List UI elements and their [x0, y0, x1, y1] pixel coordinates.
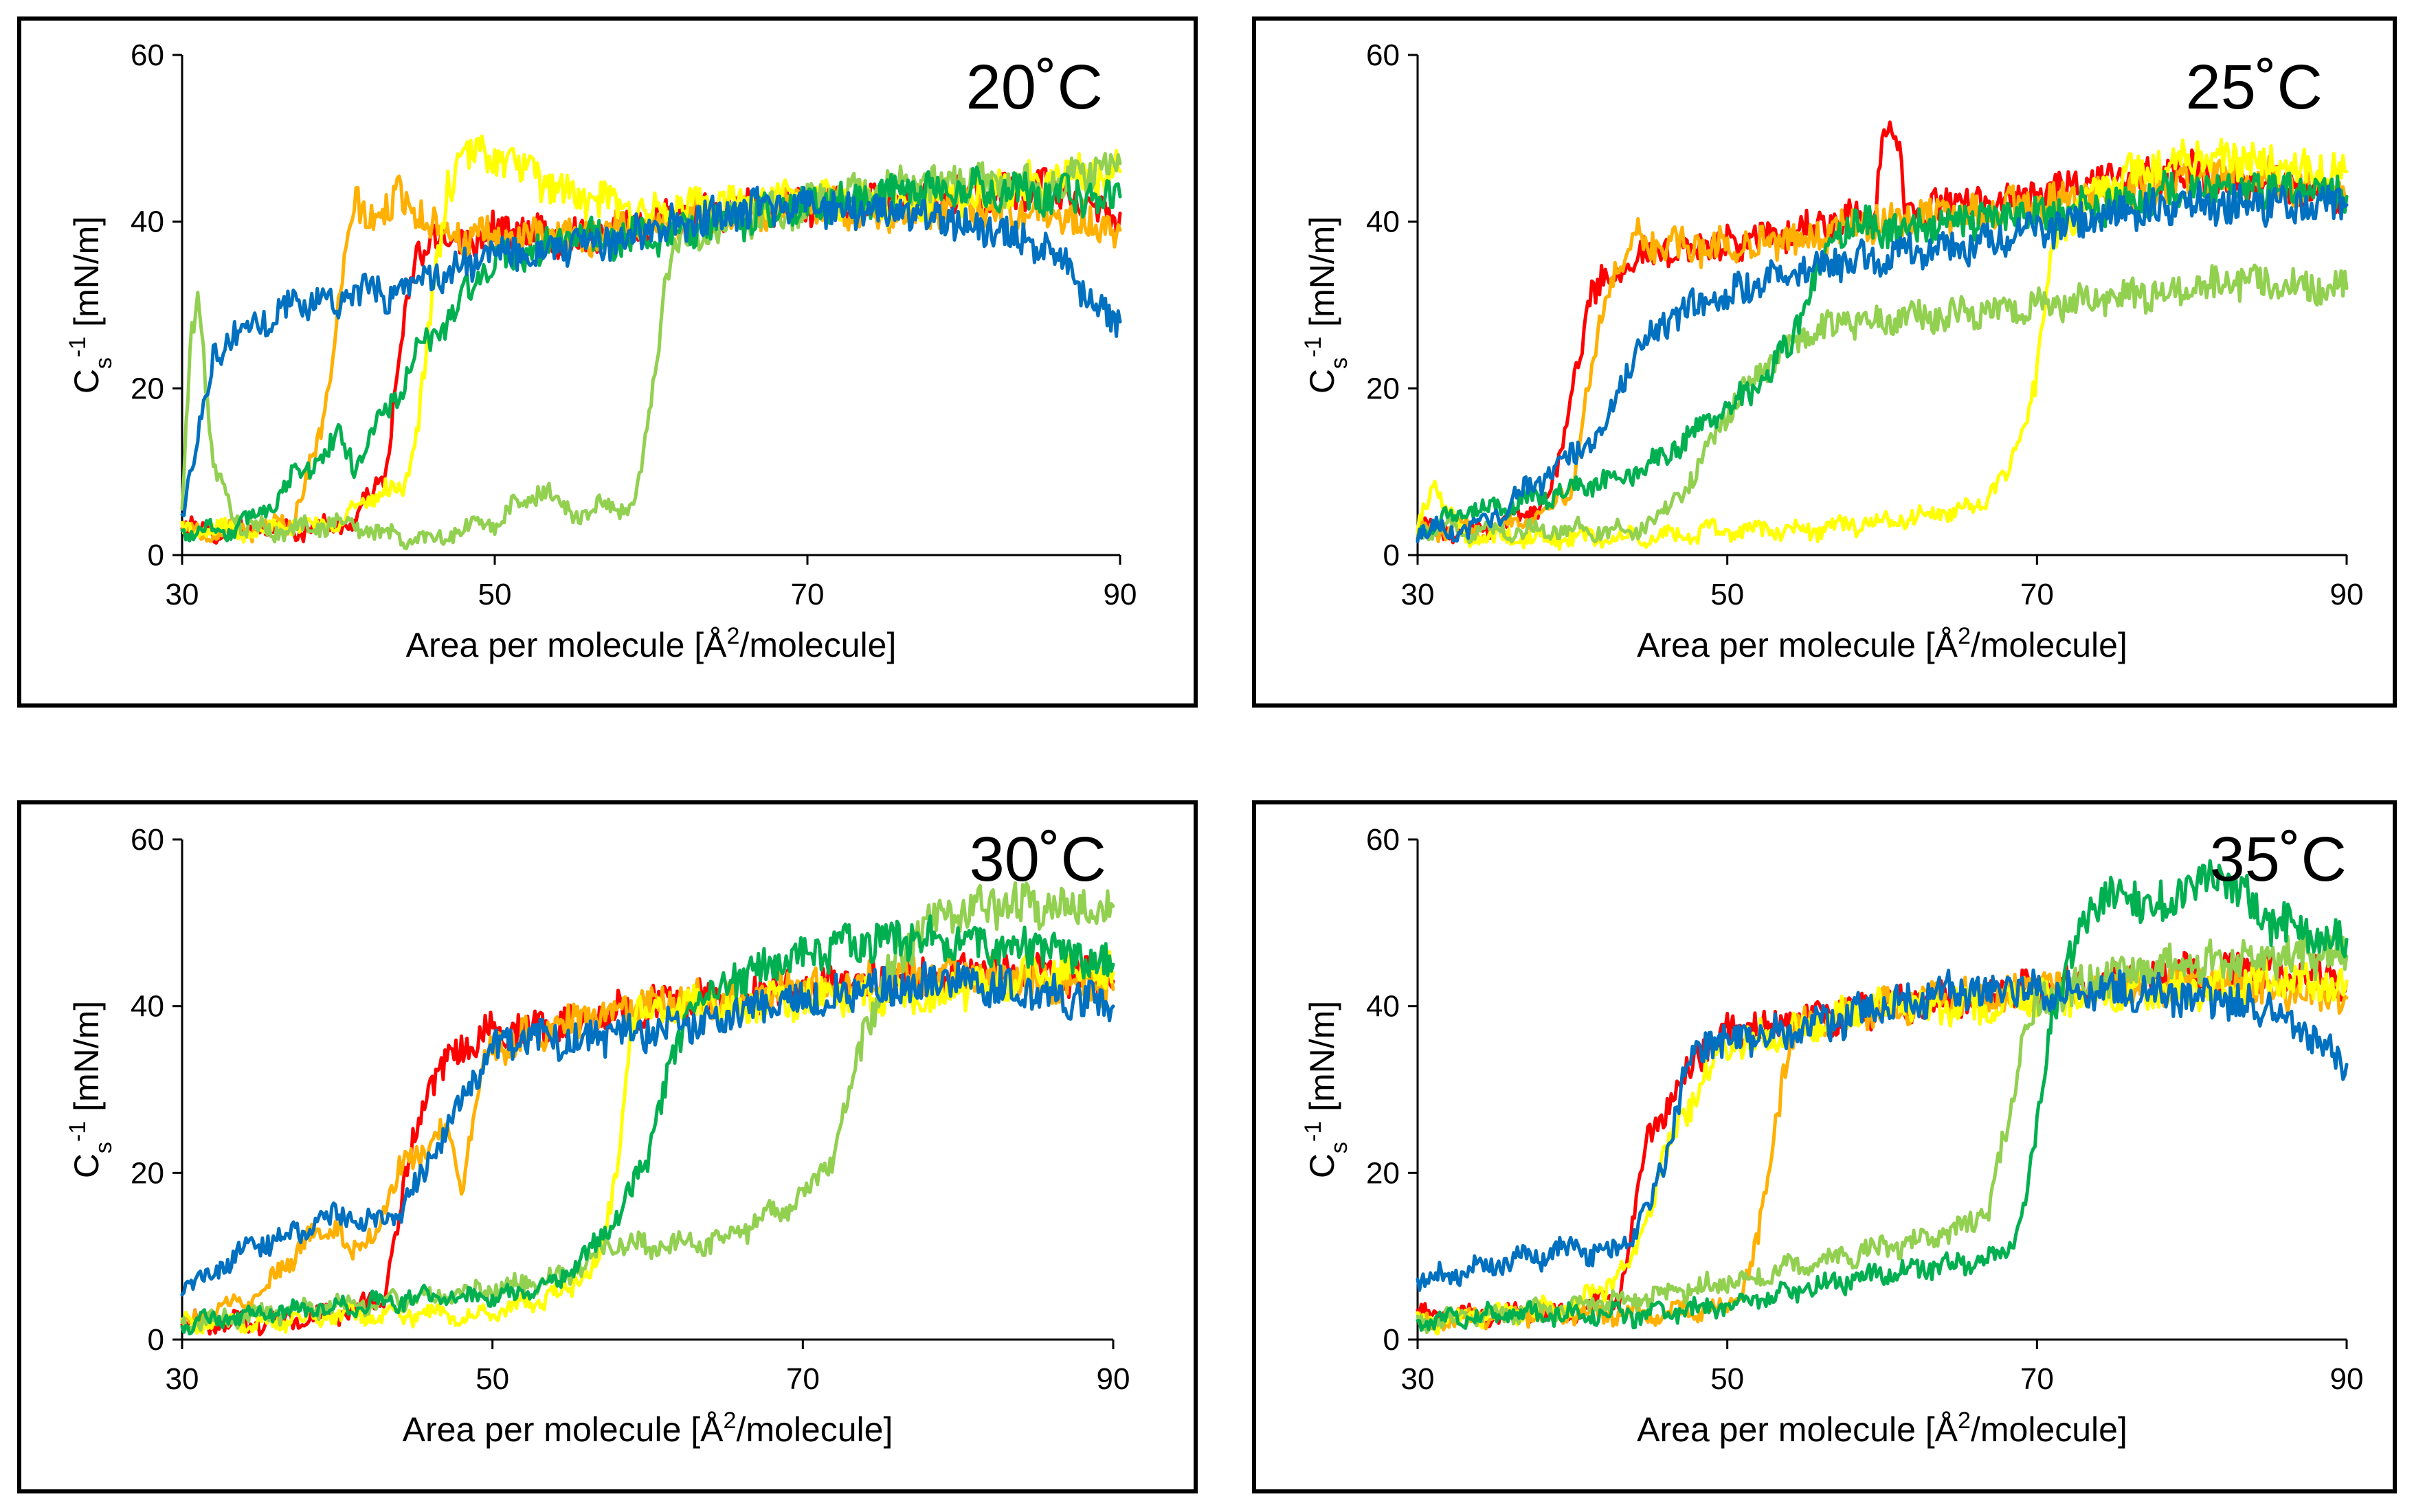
y-tick-label: 40: [1366, 205, 1400, 239]
panel-title-20c: 20˚C: [966, 52, 1103, 122]
y-tick-label: 20: [131, 1156, 164, 1190]
y-tick-label: 40: [131, 990, 164, 1024]
series-line-light-green: [180, 881, 1115, 1333]
x-axis-title: Area per molecule [Å2/molecule]: [403, 1408, 893, 1449]
y-tick-label: 40: [131, 205, 164, 239]
x-tick-label: 30: [1401, 1362, 1435, 1396]
x-tick-label: 50: [476, 1362, 509, 1396]
x-tick-label: 70: [786, 1362, 820, 1396]
y-axis-title: Cs-1 [mN/m]: [65, 1001, 117, 1178]
chart-panel-30c: 0 20 40 60 30 50 70 90 Area per molecule [Å2/mol…: [65, 823, 1130, 1449]
series-line-light-green: [1416, 932, 2349, 1335]
y-tick-label: 60: [131, 823, 164, 857]
x-tick-label: 90: [2330, 578, 2364, 611]
x-tick-label: 70: [2020, 1362, 2054, 1396]
x-tick-label: 90: [1104, 578, 1137, 611]
y-tick-label: 40: [1366, 990, 1400, 1024]
y-axis-title: Cs-1 [mN/m]: [1300, 216, 1352, 394]
series-line-green: [1416, 169, 2349, 542]
x-tick-label: 30: [166, 578, 199, 611]
y-tick-label: 60: [131, 38, 164, 72]
panel-frame-30c: [17, 800, 1198, 1493]
y-tick-label: 60: [1366, 38, 1400, 72]
series-line-yellow: [180, 949, 1115, 1335]
chart-panel-20c: 0 20 40 60 30 50 70 90 Area per molecule [Å2/mol…: [65, 38, 1137, 664]
y-tick-label: 0: [148, 1323, 164, 1357]
y-tick-label: 0: [1383, 539, 1400, 572]
series-line-green: [1416, 859, 2349, 1332]
x-tick-label: 50: [1710, 1362, 1744, 1396]
y-tick-label: 20: [1366, 372, 1400, 405]
panel-title-30c: 30˚C: [970, 824, 1106, 894]
series-line-blue: [1416, 968, 2349, 1292]
x-tick-label: 70: [2020, 578, 2054, 611]
x-tick-label: 30: [166, 1362, 199, 1396]
y-tick-label: 0: [1383, 1323, 1400, 1357]
series-line-light-green: [1416, 263, 2349, 545]
panel-frame-35c: [1252, 800, 2397, 1493]
panel-title-25c: 25˚C: [2186, 52, 2323, 122]
y-axis-title: Cs-1 [mN/m]: [65, 216, 117, 394]
series-line-red: [1416, 120, 2349, 545]
series-line-blue: [1416, 180, 2349, 543]
chart-panel-35c: 0 20 40 60 30 50 70 90 Area per molecule [Å2/mol…: [1300, 823, 2363, 1449]
y-axis-title: Cs-1 [mN/m]: [1300, 1001, 1352, 1178]
series-line-blue: [180, 961, 1115, 1297]
y-tick-label: 60: [1366, 823, 1400, 857]
chart-panel-25c: 0 20 40 60 30 50 70 90 Area per molecule [Å2/mol…: [1300, 38, 2363, 664]
x-axis-title: Area per molecule [Å2/molecule]: [1637, 623, 2127, 664]
x-tick-label: 30: [1401, 578, 1435, 611]
series-line-green: [180, 165, 1122, 543]
x-tick-label: 90: [1097, 1362, 1130, 1396]
series-line-yellow: [180, 134, 1122, 544]
y-tick-label: 20: [1366, 1156, 1400, 1190]
x-tick-label: 50: [1710, 578, 1744, 611]
y-tick-label: 0: [148, 539, 164, 572]
series-line-green: [180, 914, 1115, 1335]
x-tick-label: 70: [791, 578, 825, 611]
panel-frame-20c: [17, 16, 1198, 708]
x-axis-title: Area per molecule [Å2/molecule]: [1637, 1408, 2127, 1449]
x-tick-label: 50: [478, 578, 512, 611]
x-axis-title: Area per molecule [Å2/molecule]: [406, 623, 897, 664]
panel-frame-25c: [1252, 16, 2397, 708]
series-line-blue: [180, 185, 1122, 517]
panel-title-35c: 35˚C: [2210, 824, 2347, 894]
x-tick-label: 90: [2330, 1362, 2364, 1396]
series-line-yellow: [1416, 137, 2349, 551]
y-tick-label: 20: [131, 372, 164, 405]
